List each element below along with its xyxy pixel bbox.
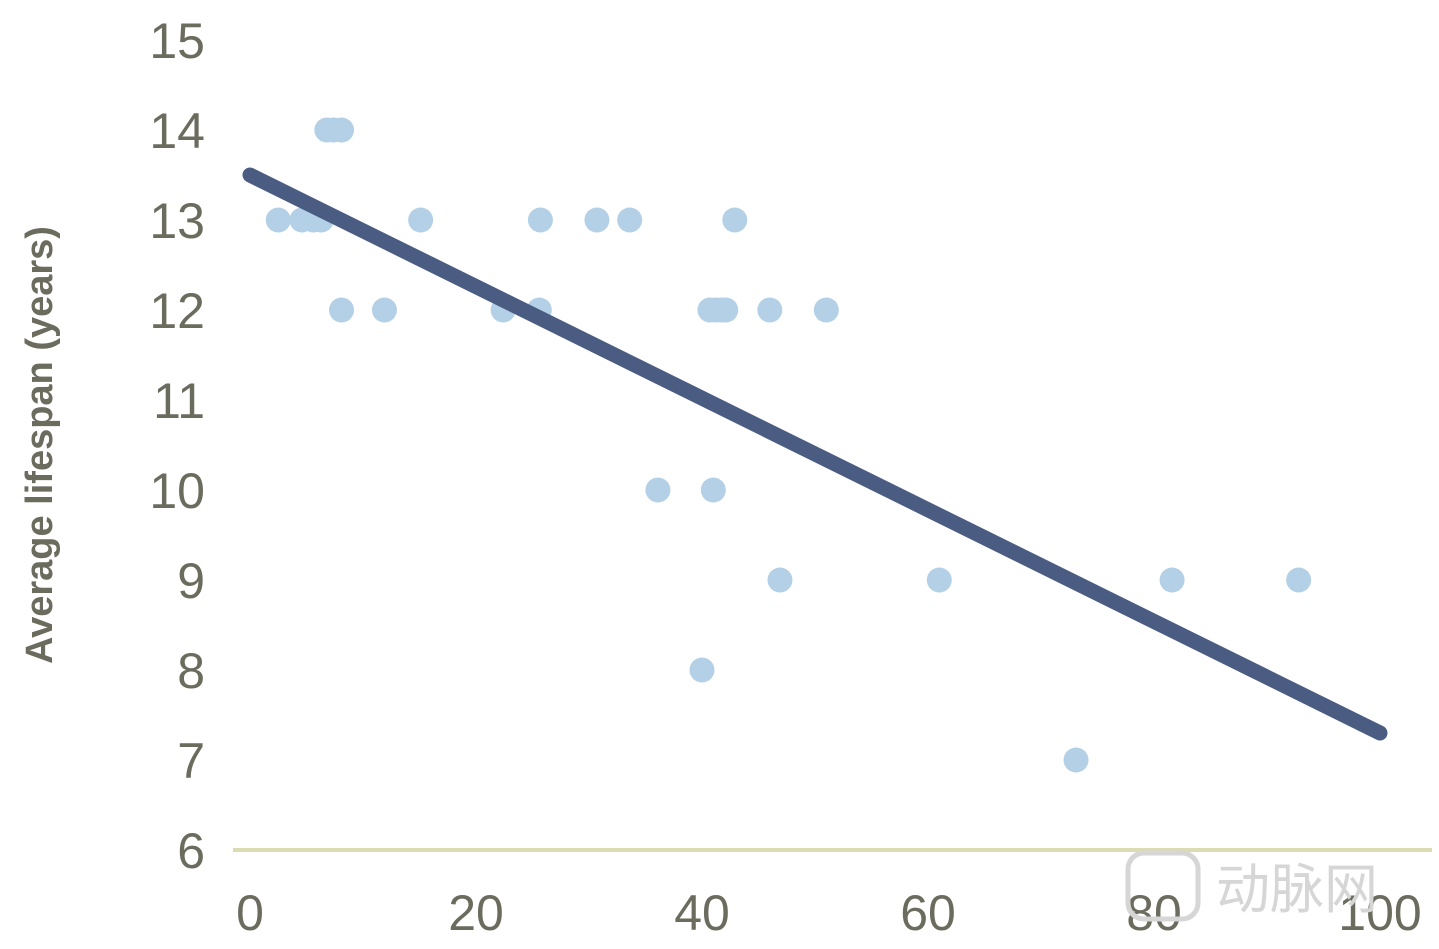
data-point	[1286, 567, 1312, 593]
data-point	[1063, 747, 1089, 773]
y-tick-label: 9	[177, 553, 205, 609]
data-point	[645, 477, 671, 503]
data-point	[700, 477, 726, 503]
y-tick-label: 7	[177, 733, 205, 789]
data-point	[329, 117, 355, 143]
data-point	[757, 297, 783, 323]
y-axis-label: Average lifespan (years)	[19, 226, 61, 664]
data-point	[689, 657, 715, 683]
x-tick-label: 80	[1126, 885, 1182, 941]
trend-line	[242, 167, 1388, 741]
data-point	[329, 297, 355, 323]
data-point	[265, 207, 291, 233]
data-point	[713, 297, 739, 323]
y-tick-label: 11	[153, 373, 205, 429]
watermark-text: 动脉网	[1216, 858, 1378, 921]
y-tick-label: 10	[149, 463, 205, 519]
data-point	[1159, 567, 1185, 593]
x-tick-label: 0	[236, 885, 264, 941]
y-axis-tick-labels: 6 7 8 9 10 11 12 13 14 15	[149, 13, 205, 879]
data-point	[813, 297, 839, 323]
data-point	[926, 567, 952, 593]
data-point	[408, 207, 434, 233]
watermark: 动脉网	[1125, 850, 1378, 922]
y-tick-label: 6	[177, 823, 205, 879]
y-tick-label: 14	[149, 103, 205, 159]
x-tick-label: 20	[448, 885, 504, 941]
x-tick-label: 60	[900, 885, 956, 941]
data-point	[584, 207, 610, 233]
x-axis-tick-labels: 0 20 40 60 80 100	[236, 885, 1422, 941]
data-point	[617, 207, 643, 233]
data-point	[722, 207, 748, 233]
y-tick-label: 13	[149, 193, 205, 249]
y-tick-label: 8	[177, 643, 205, 699]
watermark-logo-icon	[1125, 850, 1201, 922]
data-point	[767, 567, 793, 593]
y-tick-label: 12	[149, 283, 205, 339]
x-tick-label: 40	[674, 885, 730, 941]
x-tick-label: 100	[1338, 885, 1421, 941]
y-tick-label: 15	[149, 13, 205, 69]
data-point	[371, 297, 397, 323]
data-point	[527, 207, 553, 233]
